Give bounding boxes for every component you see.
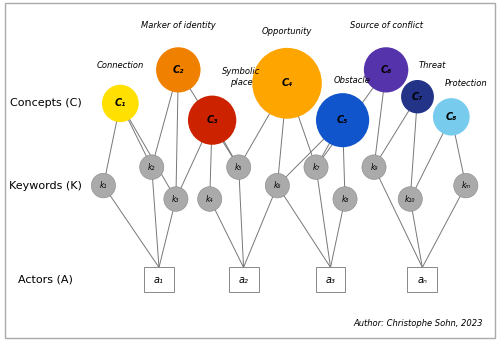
Ellipse shape bbox=[156, 47, 200, 92]
Ellipse shape bbox=[362, 155, 386, 179]
Text: a₁: a₁ bbox=[154, 275, 164, 284]
Ellipse shape bbox=[164, 187, 188, 211]
Text: Protection: Protection bbox=[444, 79, 487, 88]
Text: k₉: k₉ bbox=[370, 163, 378, 172]
Text: Opportunity: Opportunity bbox=[262, 27, 312, 36]
Ellipse shape bbox=[188, 95, 236, 145]
Text: a₂: a₂ bbox=[238, 275, 248, 284]
Ellipse shape bbox=[364, 47, 408, 92]
Ellipse shape bbox=[198, 187, 222, 211]
Text: k₆: k₆ bbox=[274, 181, 281, 190]
Text: k₁: k₁ bbox=[100, 181, 107, 190]
Text: C₁: C₁ bbox=[114, 99, 126, 108]
Text: k₈: k₈ bbox=[342, 194, 348, 204]
Text: k₅: k₅ bbox=[235, 163, 242, 172]
Text: Marker of identity: Marker of identity bbox=[141, 20, 216, 30]
Text: aₙ: aₙ bbox=[418, 275, 428, 284]
FancyBboxPatch shape bbox=[316, 267, 346, 292]
Ellipse shape bbox=[433, 98, 470, 135]
FancyBboxPatch shape bbox=[144, 267, 174, 292]
FancyBboxPatch shape bbox=[228, 267, 258, 292]
Text: k₂: k₂ bbox=[148, 163, 156, 172]
Ellipse shape bbox=[316, 93, 369, 147]
Ellipse shape bbox=[333, 187, 357, 211]
Text: k₇: k₇ bbox=[312, 163, 320, 172]
Text: C₄: C₄ bbox=[282, 78, 292, 88]
Text: k₁₀: k₁₀ bbox=[405, 194, 415, 204]
FancyBboxPatch shape bbox=[408, 267, 438, 292]
Text: kₘ: kₘ bbox=[462, 181, 470, 190]
Ellipse shape bbox=[252, 48, 322, 119]
Text: Author: Christophe Sohn, 2023: Author: Christophe Sohn, 2023 bbox=[353, 319, 482, 328]
Ellipse shape bbox=[140, 155, 164, 179]
Ellipse shape bbox=[102, 85, 139, 122]
Text: C₈: C₈ bbox=[446, 112, 457, 122]
Text: Concepts (C): Concepts (C) bbox=[10, 99, 82, 108]
Text: Actors (A): Actors (A) bbox=[18, 275, 73, 284]
Text: C₆: C₆ bbox=[380, 65, 392, 75]
Text: a₃: a₃ bbox=[326, 275, 336, 284]
Ellipse shape bbox=[226, 155, 251, 179]
Text: C₂: C₂ bbox=[172, 65, 184, 75]
Ellipse shape bbox=[398, 187, 422, 211]
Text: C₇: C₇ bbox=[412, 92, 423, 102]
Ellipse shape bbox=[266, 173, 289, 198]
Text: k₃: k₃ bbox=[172, 194, 180, 204]
Ellipse shape bbox=[401, 80, 434, 114]
Text: C₅: C₅ bbox=[337, 115, 348, 125]
Ellipse shape bbox=[304, 155, 328, 179]
Text: Keywords (K): Keywords (K) bbox=[9, 181, 82, 191]
Text: Obstacle: Obstacle bbox=[334, 76, 370, 85]
Text: Connection: Connection bbox=[96, 61, 144, 70]
Text: k₄: k₄ bbox=[206, 194, 214, 204]
Text: Source of conflict: Source of conflict bbox=[350, 20, 422, 30]
Text: Symbolic
place: Symbolic place bbox=[222, 67, 260, 87]
Text: Threat: Threat bbox=[418, 61, 446, 70]
Ellipse shape bbox=[454, 173, 478, 198]
Ellipse shape bbox=[92, 173, 116, 198]
Text: C₃: C₃ bbox=[206, 115, 218, 125]
